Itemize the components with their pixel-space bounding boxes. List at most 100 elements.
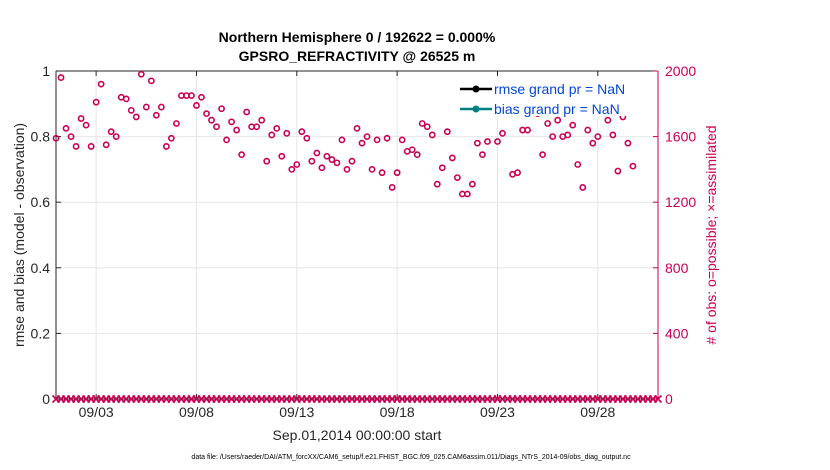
- possible-obs-point: [152, 111, 160, 119]
- left-tick-label: 0.2: [31, 325, 51, 341]
- possible-obs-point: [157, 103, 165, 111]
- possible-obs-point: [243, 108, 251, 116]
- possible-obs-point: [238, 151, 246, 159]
- possible-obs-point: [363, 133, 371, 140]
- possible-obs-point: [609, 131, 617, 139]
- x-tick-label: 09/08: [179, 404, 214, 420]
- possible-obs-point: [544, 120, 552, 127]
- possible-obs-point: [373, 136, 381, 144]
- possible-obs-point: [629, 162, 637, 170]
- x-axis-label: Sep.01,2014 00:00:00 start: [273, 427, 442, 443]
- possible-obs-point: [97, 80, 105, 88]
- possible-obs-point: [67, 133, 75, 140]
- possible-obs-point: [323, 152, 331, 160]
- possible-obs-point: [604, 116, 612, 124]
- possible-obs-point: [228, 118, 235, 126]
- possible-obs-point: [137, 70, 145, 78]
- possible-obs-point: [433, 180, 441, 188]
- possible-obs-point: [87, 143, 95, 150]
- possible-obs-point: [188, 92, 195, 99]
- legend-bias-label: bias grand pr = NaN: [494, 101, 620, 117]
- possible-obs-point: [303, 134, 311, 142]
- possible-obs-point: [413, 151, 421, 159]
- possible-obs-point: [564, 131, 572, 139]
- right-tick-label: 2000: [665, 63, 696, 79]
- possible-obs-point: [318, 164, 326, 172]
- possible-obs-point: [333, 159, 341, 167]
- possible-obs-point: [484, 138, 491, 145]
- x-tick-label: 09/23: [480, 404, 515, 420]
- possible-obs-point: [193, 102, 200, 109]
- possible-obs-point: [233, 126, 240, 134]
- possible-obs-point: [423, 123, 431, 131]
- possible-obs-point: [198, 93, 205, 101]
- possible-obs-point: [72, 143, 80, 150]
- possible-obs-point: [448, 154, 456, 162]
- legend-bias-marker: [472, 105, 480, 113]
- possible-obs-point: [408, 146, 416, 154]
- possible-obs-point: [57, 74, 65, 81]
- legend-rmse-marker: [472, 85, 480, 93]
- possible-obs-point: [208, 116, 215, 124]
- possible-obs-point: [569, 121, 577, 129]
- legend-rmse-label: rmse grand pr = NaN: [494, 81, 625, 97]
- possible-obs-point: [308, 157, 316, 165]
- possible-obs-point: [52, 134, 60, 142]
- possible-obs-point: [283, 129, 291, 137]
- possible-obs-point: [383, 134, 391, 142]
- possible-obs-point: [624, 139, 632, 147]
- right-tick-label: 800: [665, 260, 689, 276]
- possible-obs-point: [584, 126, 592, 134]
- possible-obs-point: [112, 133, 120, 140]
- possible-obs-point: [92, 98, 100, 106]
- chart-title-line2: GPSRO_REFRACTIVITY @ 26525 m: [239, 48, 476, 64]
- possible-obs-point: [499, 129, 506, 137]
- possible-obs-point: [378, 169, 386, 177]
- possible-obs-point: [122, 95, 130, 103]
- possible-obs-point: [223, 136, 230, 144]
- possible-obs-point: [589, 139, 597, 147]
- possible-obs-point: [127, 106, 135, 114]
- possible-obs-point: [77, 115, 85, 122]
- legend: rmse grand pr = NaN bias grand pr = NaN: [456, 78, 652, 117]
- possible-obs-point: [353, 124, 361, 132]
- possible-obs-point: [348, 157, 356, 165]
- possible-obs-point: [343, 165, 351, 173]
- possible-obs-point: [393, 169, 401, 177]
- possible-obs-point: [218, 105, 225, 113]
- possible-obs-point: [468, 180, 476, 188]
- assimilated-obs-point: [653, 394, 663, 404]
- possible-obs-point: [102, 141, 110, 149]
- possible-obs-point: [428, 131, 436, 139]
- x-tick-label: 09/13: [279, 404, 314, 420]
- possible-obs-point: [298, 128, 306, 136]
- possible-obs-point: [313, 149, 321, 157]
- possible-obs-point: [524, 126, 531, 134]
- data-marks: [51, 70, 663, 404]
- possible-obs-point: [328, 156, 336, 163]
- right-tick-label: 1200: [665, 194, 696, 210]
- possible-obs-point: [539, 151, 547, 159]
- possible-obs-point: [443, 128, 451, 136]
- possible-obs-point: [463, 190, 471, 198]
- x-tick-label: 09/18: [380, 404, 415, 420]
- possible-obs-point: [398, 136, 406, 144]
- possible-obs-point: [514, 169, 521, 177]
- possible-obs-point: [453, 174, 461, 181]
- possible-obs-point: [494, 138, 501, 145]
- possible-obs-point: [479, 151, 486, 159]
- chart-title-line1: Northern Hemisphere 0 / 192622 = 0.000%: [219, 29, 496, 45]
- right-axis-ticks: 0 400 800 1200 1600 2000: [653, 63, 696, 407]
- right-tick-label: 400: [665, 325, 689, 341]
- x-tick-label: 09/28: [580, 404, 615, 420]
- possible-obs-point: [438, 164, 446, 172]
- possible-obs-point: [62, 124, 70, 132]
- possible-obs-point: [253, 123, 261, 131]
- possible-obs-point: [579, 184, 587, 191]
- x-axis-ticks: 09/03 09/08 09/13 09/18 09/23 09/28: [79, 71, 616, 420]
- possible-obs-point: [167, 134, 175, 142]
- possible-obs-point: [388, 184, 396, 191]
- possible-obs-point: [368, 165, 376, 173]
- possible-obs-point: [142, 103, 150, 111]
